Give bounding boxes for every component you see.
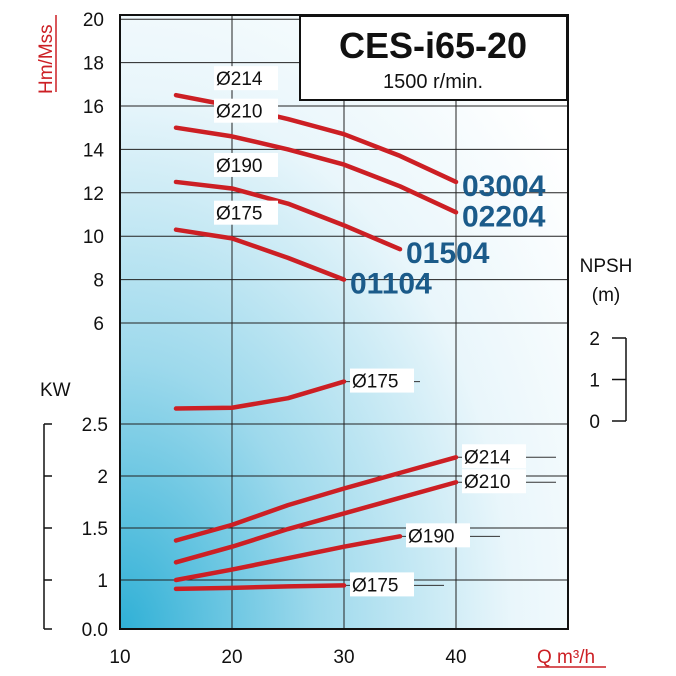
power-tick-label: 1 — [97, 571, 108, 592]
head-tick-label: 20 — [83, 10, 104, 31]
power-tick-label: 2 — [97, 467, 108, 488]
head-curve-01504 — [173, 179, 403, 252]
power-tick-label: 0.0 — [82, 620, 108, 641]
diameter-label: Ø214 — [216, 69, 263, 90]
head-tick-label: 6 — [93, 314, 104, 335]
head-tick-label: 10 — [83, 227, 104, 248]
npsh-unit: (m) — [592, 285, 620, 306]
head-curve-01104 — [173, 227, 347, 282]
diameter-label: Ø175 — [216, 204, 262, 225]
x-tick-label: 30 — [333, 647, 354, 668]
npsh-label: NPSH — [580, 256, 633, 277]
x-axis-label: Q m³/h — [537, 647, 595, 668]
model-label-01504: 01504 — [406, 237, 490, 270]
x-tick-label: 10 — [109, 647, 130, 668]
power-tick-label: 1.5 — [82, 519, 108, 540]
x-tick-label: 40 — [445, 647, 466, 668]
head-tick-label: 12 — [83, 184, 104, 205]
power-curve-Ø190 — [173, 534, 403, 583]
power-curve-Ø175 — [173, 583, 347, 592]
chart-subtitle: 1500 r/min. — [383, 71, 483, 93]
head-tick-label: 8 — [93, 271, 104, 292]
power-tick-label: 2.5 — [82, 415, 108, 436]
chart-title: CES-i65-20 — [339, 25, 527, 66]
diameter-label: Ø190 — [216, 156, 262, 177]
power-curve-Ø214 — [173, 455, 459, 543]
power-curve-Ø210 — [173, 479, 459, 565]
diameter-label: Ø210 — [216, 102, 262, 123]
npsh-tick-label: 1 — [589, 371, 600, 392]
x-tick-label: 20 — [221, 647, 242, 668]
diameter-label: Ø175 — [352, 575, 398, 596]
diameter-label: Ø214 — [464, 447, 511, 468]
diameter-label: Ø210 — [464, 472, 510, 493]
curves — [173, 92, 459, 592]
model-label-02204: 02204 — [462, 200, 546, 233]
model-label-01104: 01104 — [350, 268, 432, 301]
npsh-tick-label: 2 — [589, 329, 600, 350]
head-curve-02204 — [173, 125, 459, 215]
power-axis-label: KW — [40, 380, 71, 401]
model-label-03004: 03004 — [462, 170, 546, 203]
head-axis-label: Hm/Mss — [36, 24, 57, 94]
title-box: CES-i65-20 1500 r/min. — [299, 15, 568, 101]
head-tick-label: 16 — [83, 97, 104, 118]
head-tick-label: 18 — [83, 54, 104, 75]
head-tick-label: 14 — [83, 140, 105, 161]
diameter-label: Ø175 — [352, 372, 398, 393]
diameter-label: Ø190 — [408, 526, 454, 547]
npsh-curve — [173, 379, 347, 411]
npsh-tick-label: 0 — [589, 412, 600, 433]
